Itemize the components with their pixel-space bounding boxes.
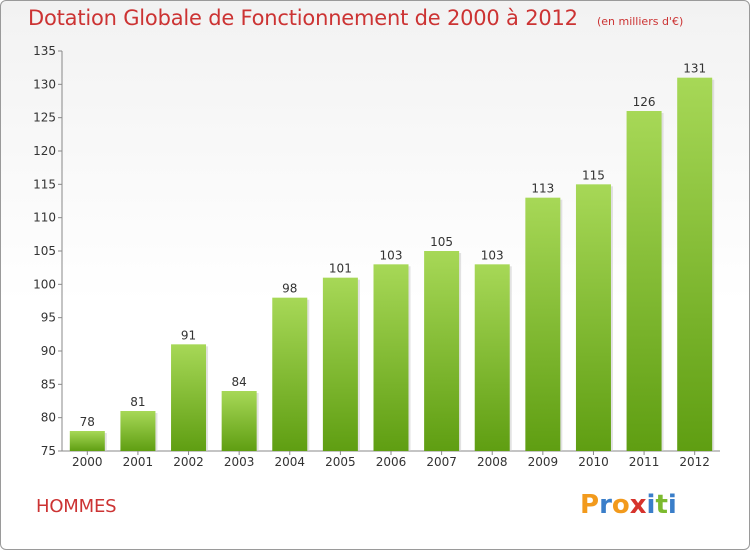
bar (272, 297, 308, 451)
bar (221, 391, 257, 451)
data-label: 126 (633, 95, 656, 109)
data-label: 103 (481, 248, 504, 262)
bar (677, 77, 713, 452)
data-label: 81 (130, 395, 145, 409)
x-tick-label: 2003 (224, 455, 255, 469)
data-label: 103 (380, 248, 403, 262)
bar (424, 251, 460, 451)
bar (575, 184, 611, 452)
data-label: 78 (80, 415, 95, 429)
y-tick-label: 75 (41, 444, 56, 458)
bar (171, 344, 207, 451)
unit-note: (en milliers d'€) (596, 15, 684, 28)
logo-letter: i (646, 490, 656, 520)
bar (69, 431, 105, 451)
logo-letter: x (629, 490, 647, 520)
footer-label: HOMMES (36, 496, 117, 517)
x-tick-label: 2001 (123, 455, 154, 469)
y-tick-label: 105 (33, 244, 56, 258)
x-tick-label: 2012 (679, 455, 710, 469)
data-label: 98 (282, 282, 297, 296)
x-tick-label: 2000 (72, 455, 103, 469)
y-tick-label: 110 (33, 211, 56, 225)
x-tick-label: 2009 (528, 455, 559, 469)
y-tick-label: 85 (41, 377, 56, 391)
x-tick-label: 2010 (578, 455, 609, 469)
bar (474, 264, 510, 451)
x-tick-label: 2008 (477, 455, 508, 469)
chart-title: Dotation Globale de Fonctionnement de 20… (28, 6, 578, 30)
x-tick-label: 2005 (325, 455, 356, 469)
data-label: 105 (430, 235, 453, 249)
y-tick-label: 135 (33, 44, 56, 58)
bar (525, 197, 561, 451)
x-tick-label: 2007 (426, 455, 457, 469)
logo-letter: t (655, 490, 668, 520)
data-label: 115 (582, 168, 605, 182)
logo-letter: r (599, 490, 612, 520)
data-label: 113 (531, 182, 554, 196)
x-tick-label: 2011 (629, 455, 660, 469)
y-tick-label: 90 (41, 344, 56, 358)
x-tick-label: 2004 (274, 455, 305, 469)
y-tick-label: 120 (33, 144, 56, 158)
logo-letter: i (667, 490, 677, 520)
y-tick-label: 125 (33, 111, 56, 125)
y-tick-label: 130 (33, 77, 56, 91)
title-row: Dotation Globale de Fonctionnement de 20… (28, 6, 683, 30)
data-label: 91 (181, 328, 196, 342)
logo-letter: P (580, 490, 600, 520)
data-label: 84 (232, 375, 247, 389)
data-label: 131 (683, 62, 706, 76)
proxiti-logo: Proxiti (580, 490, 677, 520)
bar (120, 411, 156, 451)
bar (322, 277, 358, 451)
y-tick-label: 115 (33, 177, 56, 191)
logo-letter: o (611, 490, 630, 520)
x-tick-label: 2006 (376, 455, 407, 469)
bar (373, 264, 409, 451)
bar (626, 111, 662, 451)
data-label: 101 (329, 262, 352, 276)
y-tick-label: 100 (33, 277, 56, 291)
y-tick-label: 80 (41, 411, 56, 425)
x-tick-label: 2002 (173, 455, 204, 469)
y-tick-label: 95 (41, 311, 56, 325)
